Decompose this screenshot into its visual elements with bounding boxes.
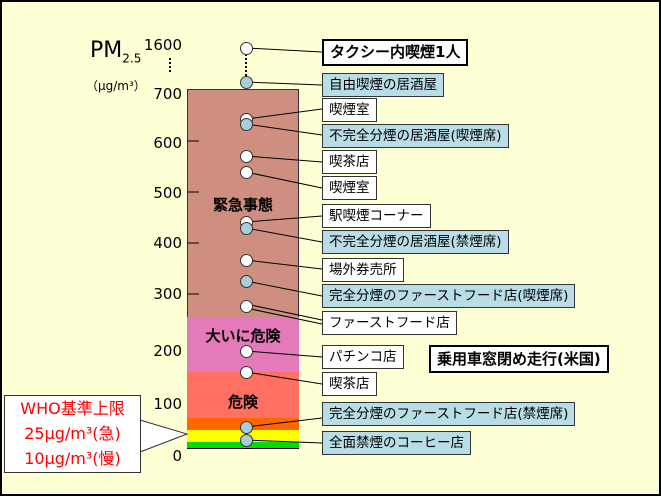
data-point [240,254,253,267]
label-box: 喫煙室 [322,98,377,122]
who-callout: WHO基準上限 25μg/m³(急) 10μg/m³(慢) [4,395,141,473]
label-box: パチンコ店 [322,345,404,369]
tick-label: 500 [153,184,182,202]
label-box: 不完全分煙の居酒屋(喫煙席) [322,124,509,148]
label-box: タクシー内喫煙1人 [322,39,469,66]
who-line: WHO基準上限 [20,399,125,418]
label-box: 駅喫煙コーナー [322,204,431,228]
label-box: 喫煙室 [322,176,377,200]
car-label-box: 乗用車窓閉め走行(米国) [429,345,609,373]
zone-label: 大いに危険 [205,327,281,345]
data-point [240,275,253,288]
band-dangerous [187,372,299,418]
label-box: 不完全分煙の居酒屋(禁煙席) [322,230,509,254]
label-box: 自由喫煙の居酒屋 [322,73,444,97]
who-line: 10μg/m³(慢) [24,449,121,468]
zone-label: 緊急事態 [212,196,273,214]
data-point [240,366,253,379]
band-very-dangerous [187,317,299,372]
data-point [240,300,253,313]
label-box: 完全分煙のファーストフード店(喫煙席) [322,284,576,308]
tick-label: 0 [172,447,182,465]
axis-title: PM2.5 [90,38,142,66]
tick-label: 1600 [143,36,182,54]
label-box: 喫茶店 [322,150,377,174]
label-box: 場外券売所 [322,258,404,282]
data-point [240,118,253,131]
data-point [240,421,253,434]
data-point [240,345,253,358]
data-point [240,166,253,179]
tick-label: 100 [153,395,182,413]
label-box: 全面禁煙のコーヒー店 [322,431,471,455]
label-box: ファーストフード店 [322,311,457,335]
who-line: 25μg/m³(急) [24,424,121,443]
tick-label: 400 [153,234,182,252]
data-point [240,222,253,235]
label-box: 喫茶店 [322,372,377,396]
data-point [240,42,253,55]
data-point [240,434,253,447]
tick-label: 700 [153,85,182,103]
axis-unit: （μg/m³） [86,79,146,93]
data-point [240,150,253,163]
zone-label: 危険 [227,393,258,411]
label-box: 完全分煙のファーストフード店(禁煙席) [322,402,576,426]
tick-label: 300 [153,285,182,303]
data-point [240,76,253,89]
tick-label: 600 [153,134,182,152]
tick-label: 200 [153,342,182,360]
